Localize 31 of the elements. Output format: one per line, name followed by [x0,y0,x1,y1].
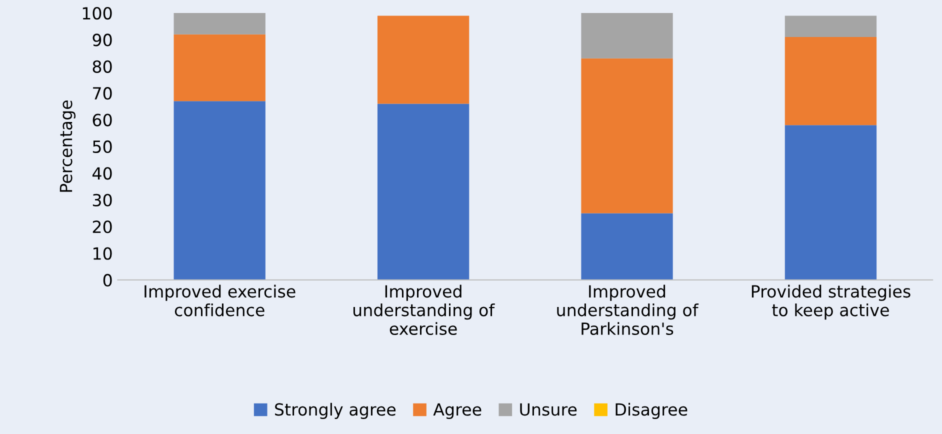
bar [174,34,266,102]
y-tick-label: 90 [92,34,112,46]
bar [174,101,266,280]
x-tick-label: Improved exercise confidence [144,284,296,316]
legend-label: Agree [433,403,482,419]
y-tick-label: 40 [92,167,112,180]
y-tick-label: 50 [92,140,112,154]
y-tick-label: 60 [92,114,112,126]
y-axis-title: Percentage [60,100,76,192]
bar [581,13,673,58]
y-tick-label: 20 [92,220,112,234]
y-tick-label: 30 [92,194,112,206]
x-tick-label: Provided strategies to keep active [752,284,910,320]
y-tick-label: 0 [103,274,112,286]
bar [784,37,877,126]
bar [784,16,877,38]
legend-label: Strongly agree [275,402,396,419]
bar [377,104,470,280]
y-tick-label: 70 [93,87,112,100]
bar [581,58,673,214]
bar [784,125,877,280]
bar [377,16,470,104]
legend-label: Disagree [616,402,688,419]
y-tick-label: 10 [94,247,112,260]
bar [174,13,266,34]
legend-label: Unsure [520,403,577,416]
x-tick-label: Improved understanding of Parkinson's [557,284,699,336]
bar [581,213,673,280]
y-tick-label: 100 [82,6,112,20]
x-tick-label: Improved understanding of exercise [353,284,495,336]
y-tick-label: 80 [92,60,112,73]
